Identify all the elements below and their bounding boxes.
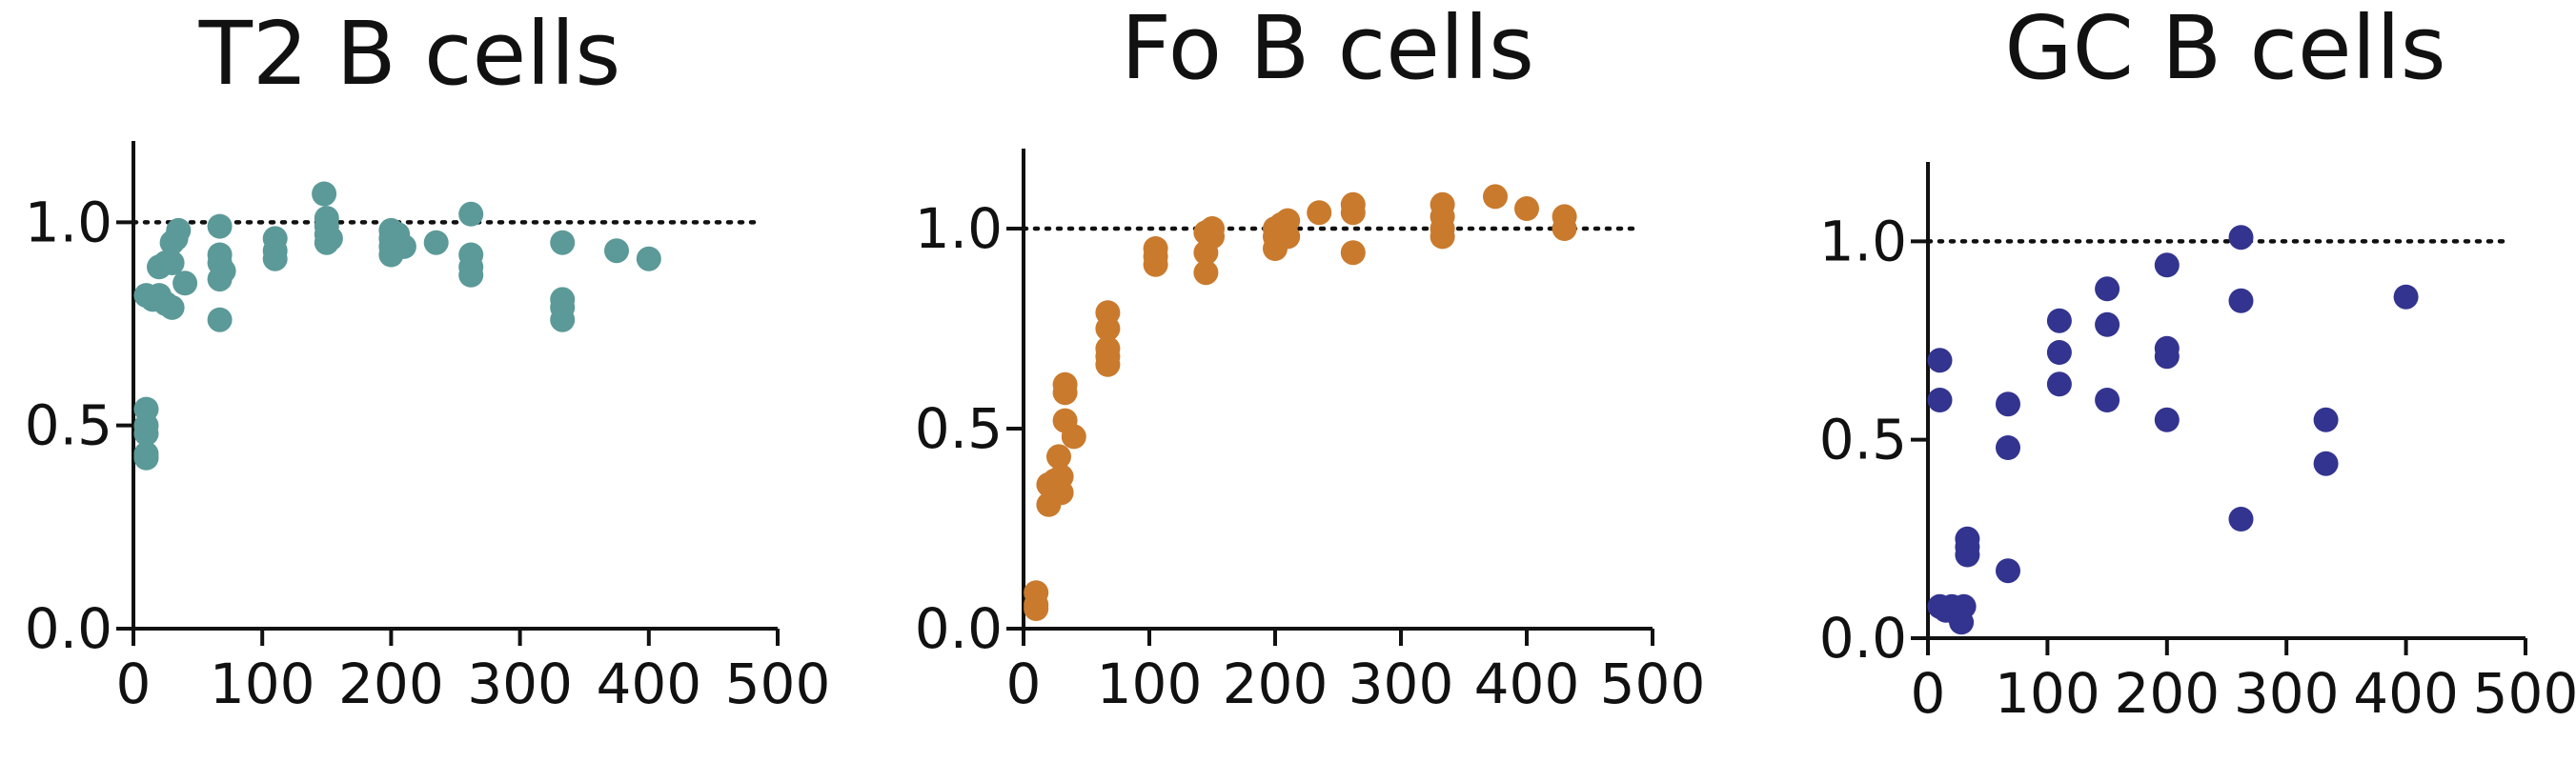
data-point bbox=[1430, 224, 1455, 250]
data-point bbox=[1340, 240, 1366, 266]
data-point bbox=[1061, 424, 1086, 450]
data-point bbox=[1143, 251, 1168, 277]
y-tick-label: 0.5 bbox=[1819, 408, 1907, 472]
data-point bbox=[550, 230, 576, 255]
data-point bbox=[2393, 284, 2419, 310]
data-point bbox=[2228, 507, 2254, 531]
data-point bbox=[1024, 596, 1049, 621]
y-tick-label: 0.5 bbox=[25, 393, 112, 458]
data-point bbox=[1951, 593, 1977, 619]
data-point bbox=[211, 258, 236, 284]
data-point bbox=[207, 307, 233, 332]
x-tick-label: 500 bbox=[1600, 652, 1706, 716]
y-tick-label: 0.0 bbox=[915, 596, 1003, 661]
x-tick-label: 100 bbox=[210, 652, 315, 716]
data-point bbox=[1340, 200, 1366, 226]
data-point bbox=[1193, 260, 1219, 286]
data-point bbox=[1095, 351, 1121, 377]
data-point bbox=[166, 217, 192, 243]
data-point bbox=[133, 445, 159, 471]
data-point bbox=[317, 226, 343, 251]
data-point bbox=[391, 233, 416, 259]
x-tick-label: 100 bbox=[1097, 652, 1203, 716]
data-point bbox=[458, 262, 484, 288]
x-tick-label: 300 bbox=[2234, 661, 2340, 726]
data-point bbox=[1955, 542, 1980, 568]
x-tick-label: 200 bbox=[1223, 652, 1329, 716]
data-point bbox=[1483, 184, 1508, 210]
x-tick-label: 0 bbox=[1911, 661, 1946, 726]
y-tick-label: 0.0 bbox=[1819, 606, 1907, 671]
y-tick-label: 0.0 bbox=[25, 596, 112, 661]
x-tick-label: 300 bbox=[467, 652, 573, 716]
data-point bbox=[207, 213, 233, 239]
y-tick-label: 1.0 bbox=[25, 190, 112, 254]
chart-panel-3: GC B cells 0 100 200 300 400 500 0.0 0.5 1.0 bbox=[1819, 0, 2576, 726]
data-point bbox=[1200, 224, 1225, 250]
data-point bbox=[1996, 435, 2020, 460]
data-point bbox=[312, 181, 337, 207]
x-tick-label: 500 bbox=[2473, 661, 2576, 726]
data-point bbox=[172, 271, 198, 296]
data-point bbox=[1307, 200, 1332, 226]
data-point bbox=[2313, 407, 2339, 432]
data-point bbox=[550, 307, 576, 332]
x-tick-label: 300 bbox=[1349, 652, 1454, 716]
y-tick-label: 1.0 bbox=[915, 196, 1003, 261]
data-point bbox=[1095, 316, 1121, 341]
data-point bbox=[159, 251, 185, 275]
chart-panel-1: T2 B cells 0 100 200 300 400 500 0.0 0.5 1.0 bbox=[25, 3, 831, 716]
x-tick-label: 400 bbox=[596, 652, 701, 716]
data-point bbox=[1996, 558, 2020, 584]
data-point bbox=[1927, 388, 1953, 412]
chart-title: Fo B cells bbox=[1121, 0, 1534, 99]
data-point bbox=[2154, 344, 2180, 370]
data-point bbox=[159, 294, 185, 320]
data-point bbox=[1552, 216, 1577, 241]
x-tick-label: 400 bbox=[2353, 661, 2459, 726]
data-point bbox=[1046, 444, 1071, 470]
data-point bbox=[1514, 196, 1539, 221]
data-point bbox=[1275, 224, 1301, 250]
data-point bbox=[262, 246, 288, 271]
chart-title: GC B cells bbox=[2004, 0, 2445, 99]
data-point bbox=[1996, 391, 2020, 417]
x-tick-label: 500 bbox=[725, 652, 831, 716]
data-point bbox=[2095, 311, 2120, 337]
y-tick-label: 1.0 bbox=[1819, 209, 1907, 273]
x-tick-label: 0 bbox=[1006, 652, 1042, 716]
data-point bbox=[636, 246, 661, 271]
data-point bbox=[604, 238, 629, 264]
y-tick-label: 0.5 bbox=[915, 396, 1003, 461]
data-point bbox=[2154, 252, 2180, 278]
data-point bbox=[2313, 451, 2339, 476]
data-point bbox=[1927, 348, 1953, 373]
chart-panel-2: Fo B cells 0 100 200 300 400 500 0.0 0.5 1.0 bbox=[915, 0, 1706, 716]
data-point bbox=[2046, 371, 2072, 397]
data-point bbox=[423, 230, 449, 255]
chart-title: T2 B cells bbox=[198, 3, 621, 105]
data-point bbox=[1048, 480, 1074, 506]
data-point bbox=[2095, 388, 2120, 412]
data-point bbox=[2046, 340, 2072, 365]
data-point bbox=[1052, 380, 1078, 406]
data-point bbox=[2095, 276, 2120, 302]
x-tick-label: 400 bbox=[1474, 652, 1580, 716]
data-point bbox=[2228, 288, 2254, 313]
x-tick-label: 0 bbox=[116, 652, 152, 716]
data-point bbox=[133, 421, 159, 447]
x-tick-label: 200 bbox=[2114, 661, 2220, 726]
data-point bbox=[2046, 308, 2072, 333]
x-tick-label: 100 bbox=[1995, 661, 2100, 726]
data-point bbox=[2154, 407, 2180, 432]
x-tick-label: 200 bbox=[338, 652, 444, 716]
data-point bbox=[458, 201, 484, 227]
data-point bbox=[2228, 225, 2254, 251]
